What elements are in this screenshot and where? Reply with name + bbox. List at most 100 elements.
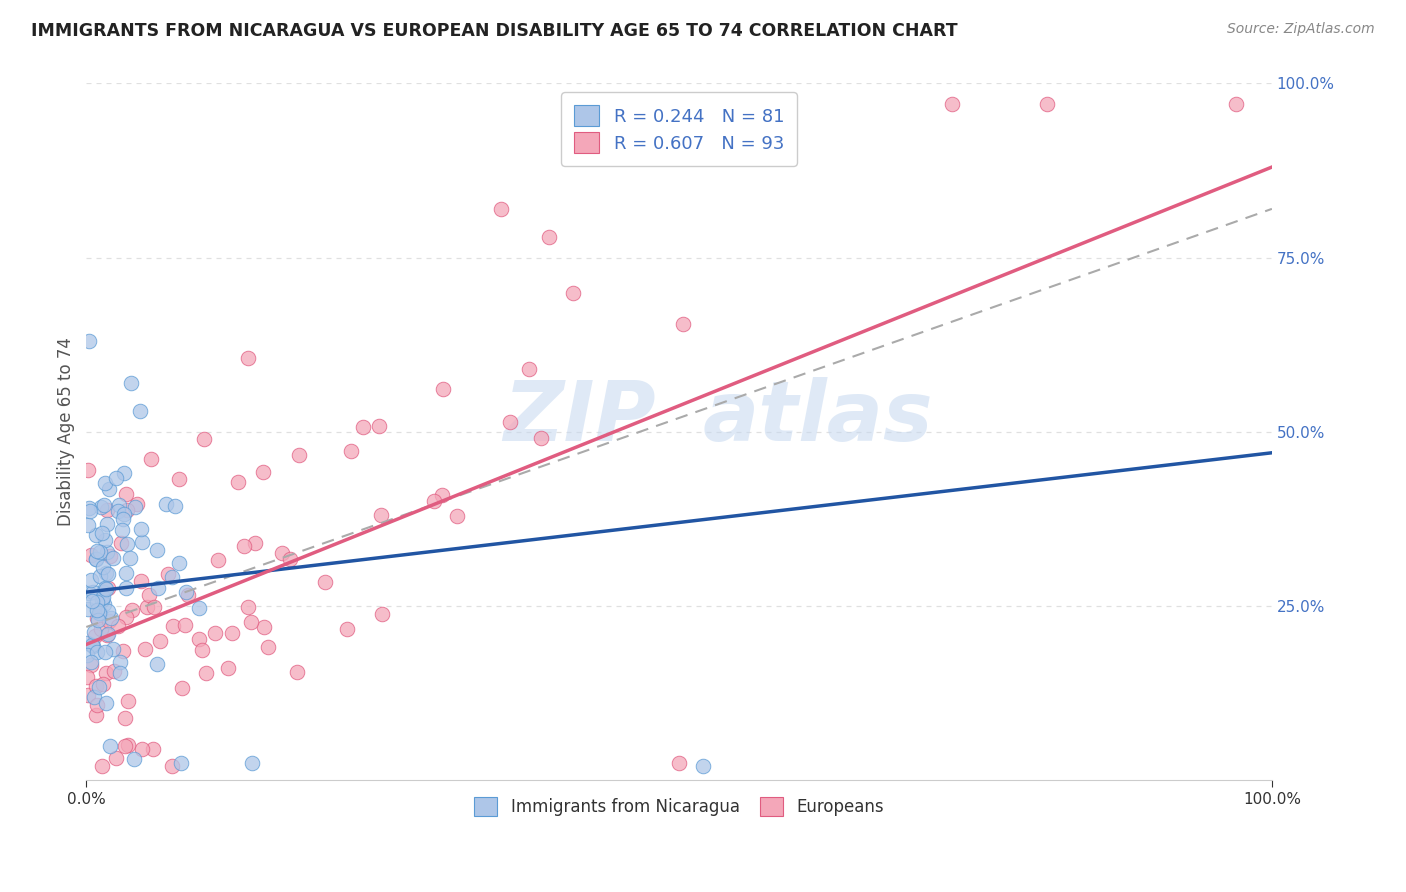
Point (84, 679, 107, 693)
Point (118, 551, 141, 566)
Point (257, 640, 280, 654)
Point (240, 615, 263, 629)
Point (79, 504, 101, 518)
Y-axis label: Disability Age 65 to 74: Disability Age 65 to 74 (58, 337, 75, 526)
Point (97, 581, 120, 595)
Point (172, 681, 194, 696)
Point (110, 523, 132, 537)
Point (117, 694, 139, 708)
Point (245, 536, 267, 550)
Point (352, 419, 374, 434)
Point (112, 467, 135, 481)
Text: Source: ZipAtlas.com: Source: ZipAtlas.com (1227, 22, 1375, 37)
Point (499, 415, 522, 429)
Point (76, 463, 98, 477)
Point (83, 624, 105, 639)
Point (94, 582, 117, 596)
Point (108, 498, 131, 512)
Text: IMMIGRANTS FROM NICARAGUA VS EUROPEAN DISABILITY AGE 65 TO 74 CORRELATION CHART: IMMIGRANTS FROM NICARAGUA VS EUROPEAN DI… (31, 22, 957, 40)
Point (97, 566, 120, 581)
Point (238, 599, 260, 614)
Point (138, 589, 160, 603)
Legend: Immigrants from Nicaragua, Europeans: Immigrants from Nicaragua, Europeans (465, 789, 893, 824)
Point (105, 470, 128, 484)
Point (91, 759, 114, 773)
Point (124, 500, 146, 514)
Point (232, 539, 254, 553)
Point (86, 595, 108, 609)
Point (174, 585, 197, 599)
Point (668, 756, 690, 770)
Point (204, 626, 226, 640)
Point (91, 591, 114, 605)
Point (101, 550, 124, 565)
Point (80, 594, 103, 608)
Point (149, 633, 172, 648)
Point (93, 585, 115, 599)
Point (188, 601, 211, 615)
Point (93, 498, 115, 512)
Point (240, 756, 263, 770)
Point (129, 574, 152, 588)
Point (91, 526, 114, 541)
Point (193, 432, 215, 446)
Point (97, 627, 120, 641)
Point (146, 582, 169, 596)
Point (134, 641, 156, 656)
Point (86, 552, 108, 566)
Point (145, 543, 167, 558)
Point (430, 488, 453, 502)
Point (86, 698, 108, 712)
Point (115, 487, 138, 501)
Point (115, 609, 138, 624)
Point (107, 504, 129, 518)
Point (77, 501, 100, 516)
Point (89, 544, 111, 558)
Point (252, 465, 274, 479)
Point (110, 666, 132, 681)
Point (111, 644, 134, 658)
Point (1225, 97, 1247, 112)
Point (82, 638, 104, 652)
Point (423, 493, 446, 508)
Point (86, 644, 108, 658)
Point (100, 611, 122, 625)
Point (941, 97, 963, 112)
Text: atlas: atlas (703, 377, 934, 458)
Point (160, 759, 183, 773)
Point (96, 545, 118, 559)
Point (77, 517, 100, 532)
Point (112, 507, 135, 521)
Point (94, 533, 117, 547)
Point (162, 570, 184, 584)
Point (176, 588, 198, 602)
Point (115, 582, 138, 596)
Point (80, 548, 103, 562)
Point (270, 546, 292, 560)
Point (108, 656, 131, 670)
Point (77, 586, 100, 600)
Point (537, 229, 560, 244)
Point (77, 334, 100, 349)
Point (491, 202, 513, 216)
Point (188, 632, 211, 646)
Point (207, 553, 229, 567)
Point (129, 404, 152, 418)
Point (117, 738, 139, 752)
Point (368, 418, 391, 433)
Point (517, 362, 540, 376)
Point (76, 635, 98, 649)
Point (288, 448, 311, 462)
Point (157, 567, 180, 582)
Point (131, 534, 153, 549)
Point (76, 670, 98, 684)
Point (93, 645, 115, 659)
Point (173, 618, 195, 632)
Point (111, 512, 134, 526)
Point (93, 475, 115, 490)
Point (91, 593, 114, 607)
Point (89, 680, 111, 694)
Point (336, 622, 359, 636)
Point (167, 556, 190, 570)
Point (122, 752, 145, 766)
